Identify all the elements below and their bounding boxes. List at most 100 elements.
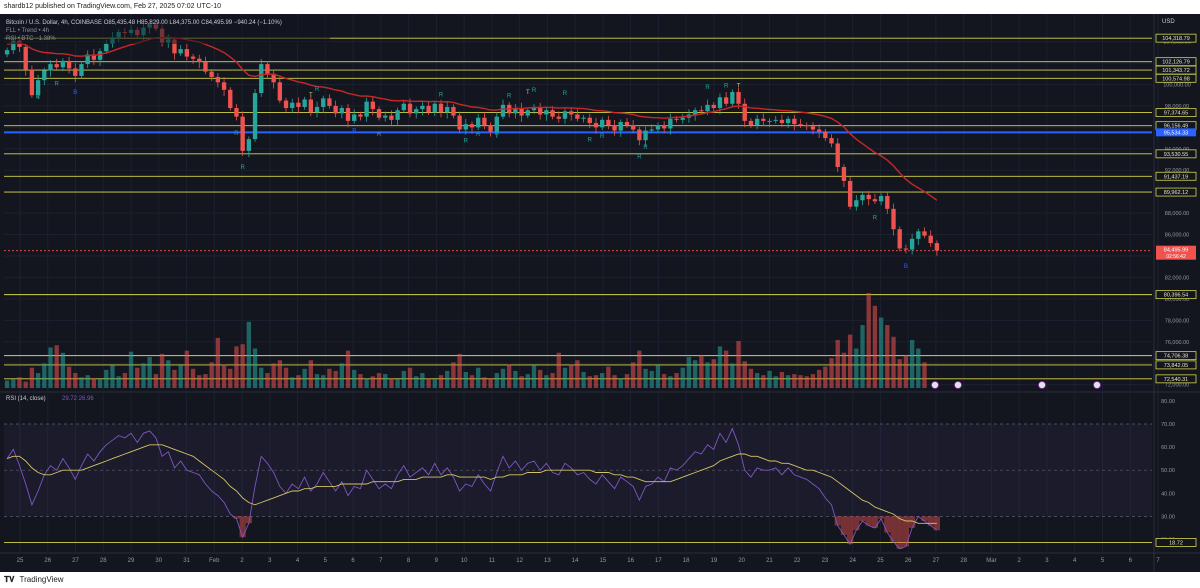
volume-bar xyxy=(513,370,518,388)
rsi-title: RSI (14, close) xyxy=(6,396,46,402)
volume-bar xyxy=(141,363,146,388)
candle-body xyxy=(48,64,53,71)
candle-body xyxy=(321,98,326,107)
volume-bar xyxy=(637,350,642,388)
volume-bar xyxy=(556,352,561,388)
price-tick-label: 80,000.00 xyxy=(1165,297,1189,303)
volume-bar xyxy=(531,365,537,388)
candle-body xyxy=(265,64,270,74)
rsi-oversold-fill xyxy=(853,516,860,531)
level-label: 100,574.98 xyxy=(1162,76,1190,82)
candles xyxy=(4,19,940,256)
volume-bar xyxy=(352,369,357,388)
signal-marker: R xyxy=(476,132,481,138)
volume-bar xyxy=(761,375,766,388)
candle-body xyxy=(259,64,264,94)
rsi-oversold-fill xyxy=(921,516,928,521)
volume-bar xyxy=(345,350,351,388)
time-axis: 25 26 27 28 29 30 31 Feb 2 3 4 5 6 7 8 9 10 11 12 13 14 15 16 1… xyxy=(17,558,1161,564)
volume-bar xyxy=(42,363,47,388)
volume-bar xyxy=(376,373,382,388)
candle-body xyxy=(916,231,921,239)
volume-bar xyxy=(209,362,214,388)
rsi-tick-label: 80.00 xyxy=(1161,399,1175,405)
candle-body xyxy=(178,49,183,54)
volume-bar xyxy=(507,364,512,388)
time-tick-label: 24 xyxy=(849,558,856,564)
time-tick-label: 21 xyxy=(766,558,773,564)
volume-bar xyxy=(296,375,301,388)
candle-body xyxy=(891,208,896,230)
level-label: 96,156.49 xyxy=(1164,124,1188,130)
candle-body xyxy=(395,110,400,120)
price-tick-label: 100,000.00 xyxy=(1163,82,1191,88)
candle-body xyxy=(432,103,437,113)
level-label-box xyxy=(1155,108,1197,118)
candle-body xyxy=(407,103,413,114)
candle-body xyxy=(66,60,72,69)
volume-bar xyxy=(302,368,307,388)
volume-bar xyxy=(445,370,450,388)
time-tick-label: 9 xyxy=(435,558,439,564)
volume-bar xyxy=(395,379,400,388)
time-tick-label: 12 xyxy=(516,558,523,564)
volume-bar xyxy=(538,369,543,388)
event-flag-icon xyxy=(954,381,962,389)
volume-bar xyxy=(178,365,183,388)
candle-body xyxy=(674,118,679,120)
candle-body xyxy=(234,108,239,117)
candle-body xyxy=(841,167,847,181)
volume-bar xyxy=(519,376,524,388)
candle-body xyxy=(866,194,871,200)
volume-bar xyxy=(271,363,276,388)
candle-body xyxy=(637,129,642,141)
candle-body xyxy=(228,89,233,109)
candle-body xyxy=(314,106,320,113)
candle-body xyxy=(401,103,406,111)
rsi-oversold-fill xyxy=(871,516,879,528)
volume-bar xyxy=(624,374,630,388)
volume-bar xyxy=(17,377,22,388)
candle-body xyxy=(823,131,828,139)
level-label-box xyxy=(1155,33,1197,43)
candle-body xyxy=(184,49,190,57)
countdown-label: 02:56:42 xyxy=(1166,254,1186,260)
candle-body xyxy=(785,118,791,124)
candle-body xyxy=(370,101,375,110)
time-tick-label: 18 xyxy=(683,558,690,564)
volume-bar xyxy=(705,362,710,388)
candle-body xyxy=(60,60,66,68)
volume-bar xyxy=(283,367,289,388)
currency-label: USD xyxy=(1162,19,1175,25)
candle-body xyxy=(215,76,221,83)
time-tick-label: 7 xyxy=(1156,558,1160,564)
candle-body xyxy=(754,118,760,126)
rsi-tick-label: 60.00 xyxy=(1161,445,1175,451)
candle-body xyxy=(860,194,865,201)
price-tick-label: 86,000.00 xyxy=(1165,233,1189,239)
volume-bar xyxy=(110,365,115,388)
candle-body xyxy=(600,119,605,128)
time-tick-label: 20 xyxy=(738,558,745,564)
volume-bar xyxy=(29,367,35,388)
volume-bar xyxy=(686,357,692,388)
level-label-box xyxy=(1155,171,1197,181)
volume-bar xyxy=(166,360,171,388)
volume-bar xyxy=(841,352,847,388)
candle-body xyxy=(457,115,462,130)
rsi-line xyxy=(6,427,938,550)
volume-bar xyxy=(600,373,605,388)
volume-bar xyxy=(190,368,196,388)
signal-marker: T xyxy=(737,84,741,90)
price-tick-label: 76,000.00 xyxy=(1165,340,1189,346)
volume-bar xyxy=(463,371,468,388)
volume-bar xyxy=(668,376,673,388)
volume-bar xyxy=(215,337,221,388)
volume-bar xyxy=(159,353,165,388)
time-tick-label: 3 xyxy=(1045,558,1049,564)
rsi-tick-label: 50.00 xyxy=(1161,468,1175,474)
volume-bar xyxy=(172,369,177,388)
rsi-oversold-fill xyxy=(245,516,252,524)
